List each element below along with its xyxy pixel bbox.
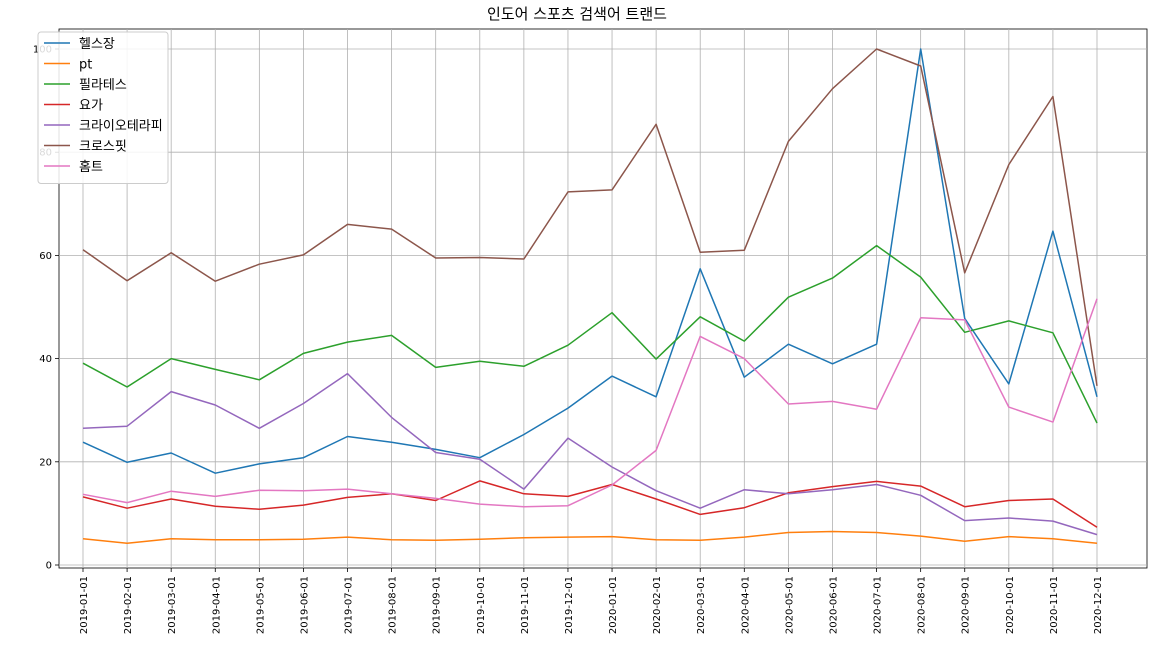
legend-label: 크로스핏 — [79, 140, 127, 155]
x-tick-label: 2020-12-01 — [1093, 576, 1104, 634]
x-tick-label: 2019-12-01 — [564, 576, 575, 634]
series-line-4 — [82, 372, 1098, 536]
x-tick-label: 2020-08-01 — [917, 576, 928, 634]
legend-label: 요가 — [79, 99, 103, 114]
grid-layer — [59, 29, 1147, 568]
series-line-3 — [82, 480, 1098, 528]
x-tick-label: 2020-02-01 — [652, 576, 663, 634]
x-axis: 2019-01-01 2019-02-01 2019-03-01 2019-04-01… — [79, 568, 1104, 634]
x-tick-label: 2020-06-01 — [828, 576, 839, 634]
legend-label: 필라테스 — [79, 78, 127, 93]
legend-label: 크라이오테라피 — [79, 119, 163, 134]
x-tick-label: 2019-09-01 — [432, 576, 443, 634]
x-tick-label: 2019-01-01 — [79, 576, 90, 634]
series-layer — [82, 48, 1098, 545]
y-tick-label: 60 — [39, 251, 52, 262]
legend-label: 홈트 — [79, 160, 103, 175]
x-tick-label: 2020-03-01 — [696, 576, 707, 634]
x-tick-label: 2020-01-01 — [608, 576, 619, 634]
x-tick-label: 2019-05-01 — [255, 576, 266, 634]
x-tick-label: 2020-07-01 — [873, 576, 884, 634]
x-tick-label: 2020-11-01 — [1049, 576, 1060, 634]
y-tick-label: 20 — [39, 457, 52, 468]
x-tick-label: 2019-03-01 — [167, 576, 178, 634]
series-line-5 — [82, 48, 1098, 387]
series-line-1 — [82, 530, 1098, 545]
x-tick-label: 2019-08-01 — [388, 576, 399, 634]
series-line-2 — [82, 244, 1098, 424]
y-tick-label: 40 — [39, 354, 52, 365]
x-tick-label: 2019-10-01 — [476, 576, 487, 634]
x-tick-label: 2019-07-01 — [344, 576, 355, 634]
series-line-0 — [82, 48, 1098, 474]
x-tick-label: 2019-06-01 — [299, 576, 310, 634]
legend-label: 헬스장 — [79, 37, 115, 52]
plot-frame — [58, 28, 1148, 569]
series-line-6 — [82, 298, 1098, 508]
x-tick-label: 2020-10-01 — [1005, 576, 1016, 634]
x-tick-label: 2019-04-01 — [211, 576, 222, 634]
chart-title: 인도어 스포츠 검색어 트랜드 — [487, 5, 667, 23]
legend-label: pt — [79, 58, 92, 73]
legend-box — [37, 31, 169, 184]
x-tick-label: 2020-04-01 — [740, 576, 751, 634]
x-tick-label: 2019-02-01 — [123, 576, 134, 634]
y-tick-label: 0 — [46, 561, 52, 572]
x-tick-label: 2020-05-01 — [784, 576, 795, 634]
x-tick-label: 2019-11-01 — [520, 576, 531, 634]
x-tick-label: 2020-09-01 — [961, 576, 972, 634]
